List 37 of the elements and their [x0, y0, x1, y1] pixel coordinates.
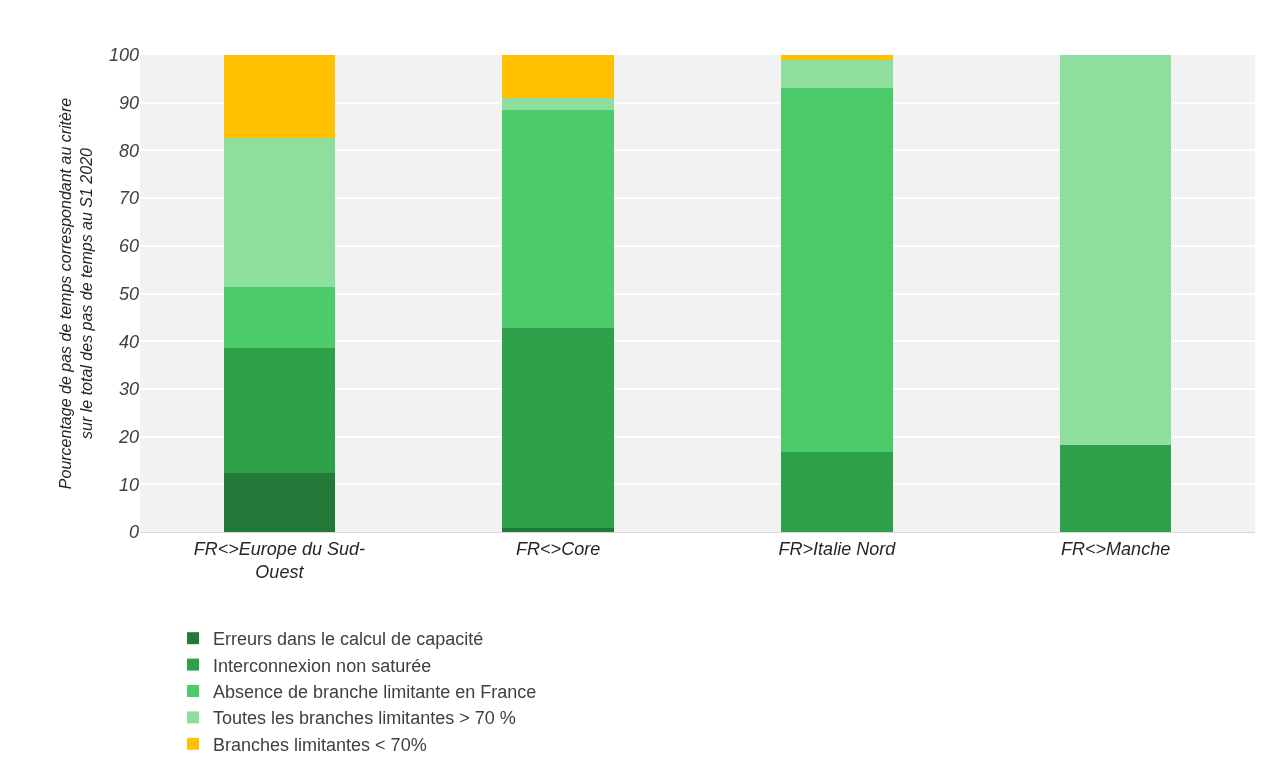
x-tick-label: FR<>Manche	[1061, 538, 1171, 559]
y-tick-label: 60	[118, 236, 139, 257]
bar	[502, 109, 614, 329]
bar	[1059, 55, 1172, 445]
legend-label: Interconnexion non saturée	[213, 655, 432, 676]
bar	[781, 59, 893, 89]
bar	[223, 55, 336, 138]
bar	[502, 328, 614, 528]
bar	[1059, 444, 1172, 532]
bar	[781, 451, 893, 532]
legend-label: Toutes les branches limitantes > 70 %	[213, 708, 516, 729]
y-tick-label: 90	[118, 93, 139, 113]
y-tick-label: 10	[118, 474, 139, 495]
bar	[223, 472, 336, 532]
y-tick-label: 50	[118, 283, 139, 304]
bar	[502, 55, 614, 98]
y-tick-label: 0	[128, 522, 139, 543]
bar	[781, 88, 893, 452]
legend-label: Absence de branche limitante en France	[213, 682, 537, 703]
y-tick-label: 80	[118, 140, 139, 161]
legend-label: Erreurs dans le calcul de capacité	[213, 629, 484, 650]
y-axis-title: Pourcentage de pas de temps correspondant au critère sur le total des pas de temps au S1 2020	[57, 97, 95, 490]
bar	[223, 137, 336, 287]
y-tick-label: 20	[117, 426, 139, 447]
bar	[502, 97, 614, 110]
x-tick-label: FR>Italie Nord	[778, 538, 897, 559]
y-tick-label: 100	[108, 45, 139, 66]
bar	[781, 55, 893, 60]
bar	[223, 286, 336, 348]
y-tick-label: 30	[118, 379, 139, 400]
legend-label: Branches limitantes < 70%	[213, 734, 427, 755]
bar	[223, 347, 336, 473]
y-tick-label: 70	[118, 188, 139, 209]
bar	[502, 527, 614, 532]
y-tick-label: 40	[118, 331, 139, 352]
x-tick-label: FR<>Core	[516, 538, 601, 559]
x-tick-label: FR<>Europe du Sud- Ouest	[193, 538, 365, 582]
